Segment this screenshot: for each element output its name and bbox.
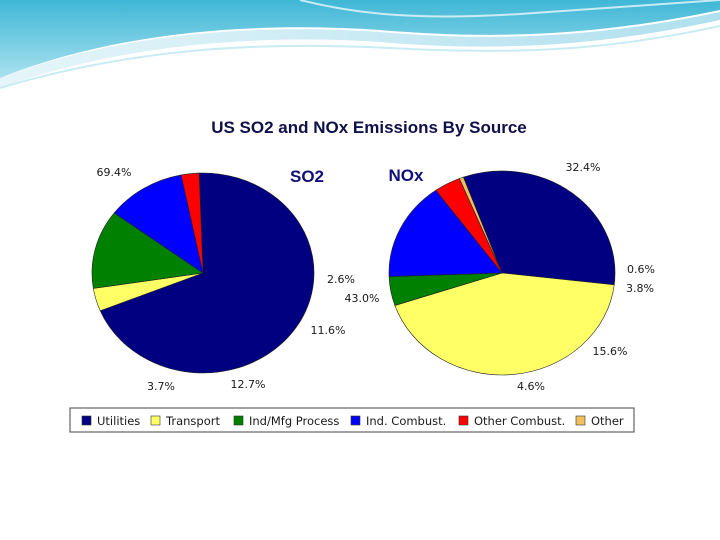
so2-slice-ind-combust [113,174,204,274]
legend-swatch-other-combust [458,415,469,426]
so2-label-ind-mfg-process: 12.7% [231,378,266,391]
legend-swatch-utilities [81,415,92,426]
legend-label-utilities: Utilities [97,414,140,428]
so2-pie [91,172,315,374]
legend-label-other-combust: Other Combust. [474,414,565,428]
legend-label-other: Other [591,414,624,428]
so2-label-transport: 3.7% [147,380,175,393]
nox-slice-ind-combust [388,189,503,277]
nox-slice-utilities [462,170,616,286]
so2-slice-labels: 69.4% 3.7% 12.7% 11.6% 2.6% [97,166,355,393]
legend-swatch-other [575,415,586,426]
nox-label-other-combust: 3.8% [626,282,654,295]
legend-label-ind-mfg-process: Ind/Mfg Process [249,414,339,428]
legend-label-ind-combust: Ind. Combust. [366,414,446,428]
so2-label-utilities: 69.4% [97,166,132,179]
nox-label-other: 0.6% [627,263,655,276]
so2-slice-ind-mfg-process [91,212,204,289]
legend-swatch-ind-combust [350,415,361,426]
so2-slice-other-combust [180,172,204,274]
nox-label-ind-mfg-process: 4.6% [517,380,545,393]
nox-pie [388,170,616,376]
so2-label-ind-combust: 11.6% [311,324,346,337]
nox-label-ind-combust: 15.6% [593,345,628,358]
so2-label-other-combust: 2.6% [327,273,355,286]
so2-slice-utilities [99,172,315,374]
nox-slice-other [458,176,503,274]
nox-slice-transport [394,272,615,376]
legend-swatch-transport [150,415,161,426]
nox-slice-labels: 32.4% 43.0% 4.6% 15.6% 3.8% 0.6% [345,161,655,393]
legend: Utilities Transport Ind/Mfg Process Ind. Co… [69,407,635,433]
nox-label-transport: 43.0% [345,292,380,305]
legend-label-transport: Transport [165,414,220,428]
so2-pie-title: SO2 [290,167,324,186]
chart-title: US SO2 and NOx Emissions By Source [211,118,527,137]
nox-pie-title: NOx [389,166,425,185]
legend-swatch-ind-mfg-process [233,415,244,426]
nox-label-utilities: 32.4% [566,161,601,174]
